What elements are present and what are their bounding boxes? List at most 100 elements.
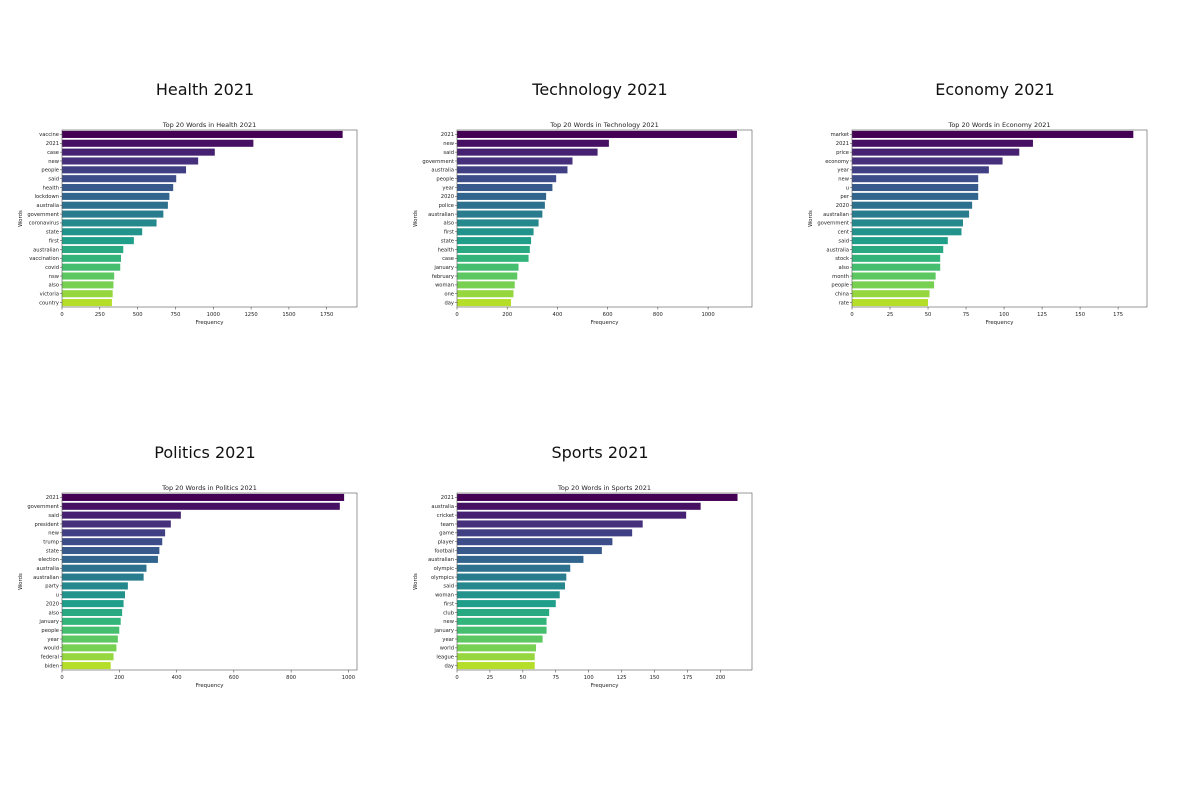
category-label: football: [434, 548, 454, 554]
category-label: federal: [41, 655, 59, 661]
bar-year: [457, 183, 553, 192]
bar-olympic: [457, 564, 571, 572]
x-tick-label: 175: [683, 675, 693, 681]
category-label: police: [439, 203, 454, 209]
x-axis-label: Frequency: [196, 683, 225, 689]
x-tick-label: 150: [650, 675, 660, 681]
category-label: stock: [835, 256, 849, 262]
chart-title: Top 20 Words in Technology 2021: [549, 121, 659, 129]
category-label: u: [846, 185, 849, 191]
y-axis-label: Words: [413, 573, 419, 590]
health-chart: Top 20 Words in Health 2021 vaccine 2021 ca…: [18, 121, 358, 326]
category-label: state: [441, 238, 454, 244]
category-label: year: [837, 168, 849, 174]
category-label: party: [45, 584, 59, 590]
bar-people: [62, 166, 187, 174]
category-label: said: [838, 238, 849, 244]
bar-government: [62, 210, 164, 218]
economy-chart: Top 20 Words in Economy 2021 market 2021 pr…: [808, 121, 1148, 326]
bar-first: [457, 600, 556, 608]
panel-title-politics: Politics 2021: [154, 443, 256, 462]
category-label: australia: [36, 566, 59, 572]
category-label: government: [422, 159, 454, 165]
bar-would: [62, 644, 117, 652]
category-label: australian: [428, 557, 454, 563]
x-axis-label: Frequency: [591, 683, 620, 689]
category-label: 2021: [46, 495, 59, 501]
bar-people: [62, 626, 120, 634]
bar-february: [457, 272, 518, 280]
category-label: month: [832, 274, 849, 280]
bar-january: [62, 617, 121, 625]
bar-year: [852, 166, 989, 174]
chart-title: Top 20 Words in Politics 2021: [161, 484, 257, 492]
category-label: china: [835, 292, 849, 298]
category-label: one: [444, 292, 454, 298]
category-label: first: [444, 601, 454, 607]
bar-football: [457, 546, 602, 555]
category-label: 2020: [46, 601, 59, 607]
bar-biden: [62, 662, 111, 670]
category-label: new: [48, 531, 59, 537]
category-label: day: [444, 300, 454, 306]
category-label: also: [444, 221, 455, 227]
bar-club: [457, 608, 550, 617]
y-axis-label: Words: [18, 210, 24, 227]
category-label: australian: [33, 575, 59, 581]
bar-new: [62, 529, 166, 537]
bar-team: [457, 520, 643, 528]
x-tick-label: 75: [552, 675, 559, 681]
x-tick-label: 200: [502, 312, 512, 318]
bar-state: [62, 228, 143, 236]
plot-frame: [456, 129, 753, 308]
panel-title-technology: Technology 2021: [532, 80, 668, 99]
x-axis-label: Frequency: [196, 320, 225, 326]
bar-also: [457, 219, 539, 227]
x-tick-label: 750: [171, 312, 181, 318]
category-label: nsw: [49, 274, 60, 280]
bar-game: [457, 529, 633, 537]
bar-police: [457, 201, 545, 209]
bar-league: [457, 653, 535, 661]
chart-title: Top 20 Words in Health 2021: [162, 121, 256, 129]
x-tick-label: 100: [584, 675, 594, 681]
bar-2021: [62, 139, 254, 147]
category-label: 2021: [441, 495, 454, 501]
bar-rate: [852, 299, 929, 307]
bar-government: [62, 502, 340, 510]
x-tick-label: 500: [133, 312, 143, 318]
category-label: president: [35, 522, 59, 528]
bar-nsw: [62, 272, 115, 280]
category-label: day: [444, 663, 454, 669]
bar-case: [62, 148, 215, 156]
panel-title-economy: Economy 2021: [935, 80, 1055, 99]
category-label: covid: [45, 265, 59, 271]
x-tick-label: 400: [552, 312, 562, 318]
bar-2021: [457, 493, 738, 501]
x-tick-label: 1000: [342, 675, 355, 681]
bar-australian: [457, 210, 543, 218]
x-tick-label: 200: [114, 675, 124, 681]
category-label: would: [44, 646, 59, 652]
category-label: rate: [838, 300, 849, 306]
category-label: 2020: [836, 203, 849, 209]
bar-people: [457, 175, 557, 183]
x-tick-label: 400: [172, 675, 182, 681]
category-label: trump: [43, 539, 60, 545]
bar-first: [62, 237, 134, 245]
x-tick-label: 175: [1113, 312, 1123, 318]
x-tick-label: 250: [95, 312, 105, 318]
category-label: new: [443, 619, 454, 625]
bar-market: [852, 130, 1134, 138]
x-tick-label: 200: [715, 675, 725, 681]
category-label: people: [41, 628, 59, 634]
y-axis-label: Words: [413, 210, 419, 227]
x-axis-label: Frequency: [591, 320, 620, 326]
bar-cricket: [457, 511, 687, 519]
category-label: per: [840, 194, 849, 200]
bar-2020: [852, 201, 973, 209]
category-label: 2020: [441, 194, 454, 200]
bar-president: [62, 520, 171, 528]
bar-party: [62, 582, 128, 590]
category-label: biden: [44, 663, 59, 669]
